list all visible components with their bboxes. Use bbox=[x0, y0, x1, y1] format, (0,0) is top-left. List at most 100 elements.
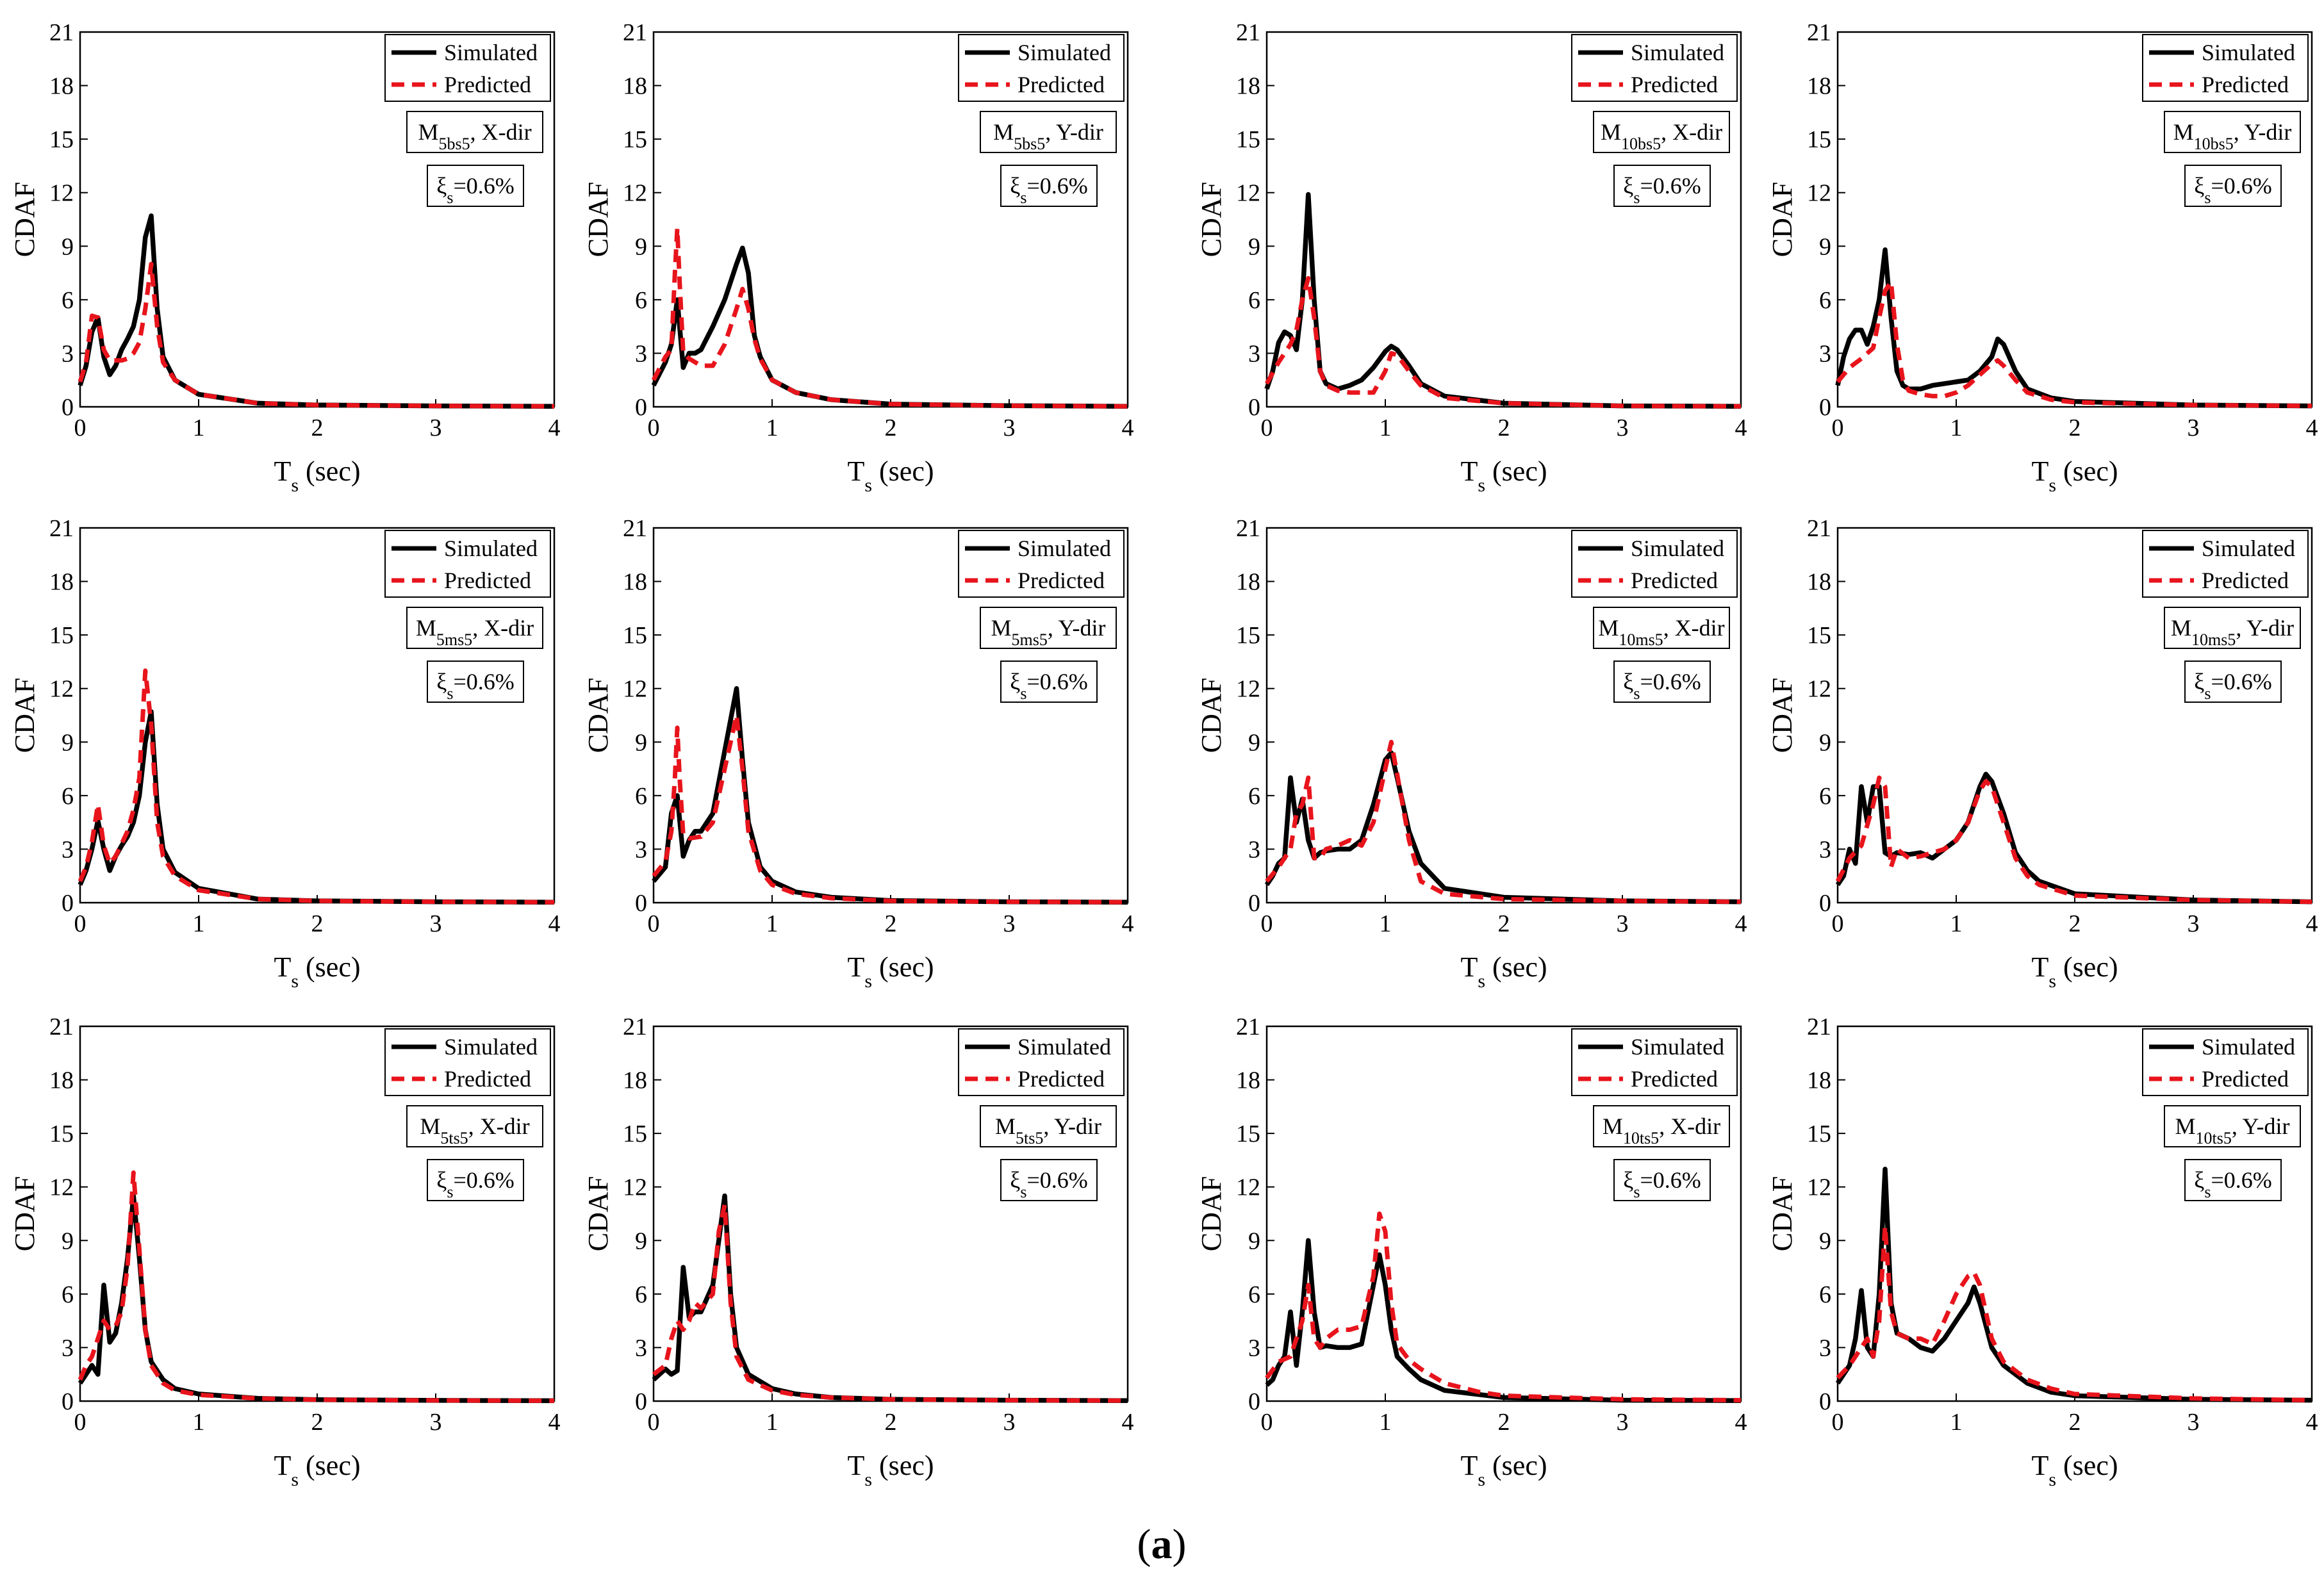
legend-label: Predicted bbox=[2202, 72, 2289, 97]
damping-label-box bbox=[1613, 661, 1711, 703]
model-label-box bbox=[406, 111, 543, 153]
damping-label: ξs=0.6% bbox=[2194, 173, 2271, 207]
y-tick-label: 6 bbox=[1819, 783, 1831, 810]
x-tick-label: 1 bbox=[1950, 1409, 1963, 1436]
series-line-simulated bbox=[78, 709, 555, 905]
series-line-predicted bbox=[78, 261, 555, 409]
y-tick-label: 3 bbox=[635, 340, 647, 367]
x-tick-label: 0 bbox=[648, 1409, 660, 1436]
y-tick-label: 12 bbox=[49, 180, 74, 207]
legend: Simulated Predicted bbox=[958, 530, 1125, 598]
x-axis-label: Ts (sec) bbox=[847, 951, 934, 992]
series-line-simulated bbox=[1835, 771, 2312, 905]
x-tick-label: 1 bbox=[766, 415, 779, 441]
y-tick-label: 9 bbox=[1248, 233, 1260, 260]
damping-label: ξs=0.6% bbox=[1623, 669, 1701, 703]
y-tick-label: 6 bbox=[1248, 1281, 1260, 1308]
y-axis-label: CDAF bbox=[582, 182, 614, 257]
model-label-box bbox=[2164, 1105, 2301, 1147]
y-tick-label: 18 bbox=[1807, 569, 1831, 596]
y-tick-label: 21 bbox=[49, 1014, 74, 1040]
x-tick-label: 1 bbox=[766, 1409, 779, 1436]
series-line-predicted bbox=[1836, 1224, 2312, 1403]
y-tick-label: 0 bbox=[62, 1388, 74, 1415]
x-tick-label: 1 bbox=[1950, 415, 1963, 441]
x-tick-label: 2 bbox=[311, 910, 324, 937]
y-axis-label: CDAF bbox=[9, 182, 40, 257]
y-tick-label: 9 bbox=[635, 729, 647, 756]
y-tick-label: 6 bbox=[635, 1281, 647, 1308]
x-tick-label: 1 bbox=[1380, 1409, 1392, 1436]
x-tick-label: 3 bbox=[430, 1409, 442, 1436]
series-line-simulated bbox=[652, 685, 1128, 905]
series-line-predicted bbox=[78, 1170, 555, 1403]
figure-caption: (a) bbox=[1137, 1521, 1187, 1568]
damping-label: ξs=0.6% bbox=[436, 1167, 514, 1201]
y-tick-label: 15 bbox=[1236, 622, 1260, 649]
x-tick-label: 2 bbox=[311, 1409, 324, 1436]
y-tick-label: 6 bbox=[1248, 287, 1260, 314]
legend: Simulated Predicted bbox=[2142, 34, 2309, 102]
x-axis-label: Ts (sec) bbox=[2031, 1450, 2118, 1490]
damping-label: ξs=0.6% bbox=[1010, 1167, 1087, 1201]
series-line-simulated bbox=[1264, 192, 1742, 409]
damping-label: ξs=0.6% bbox=[2194, 1167, 2271, 1201]
y-tick-label: 15 bbox=[49, 1120, 74, 1147]
model-label-box bbox=[2164, 607, 2301, 649]
x-tick-label: 0 bbox=[74, 1409, 87, 1436]
y-axis-label: CDAF bbox=[1196, 1176, 1227, 1251]
y-tick-label: 12 bbox=[1236, 1174, 1260, 1201]
y-tick-label: 21 bbox=[1807, 1014, 1831, 1040]
y-tick-label: 3 bbox=[62, 340, 74, 367]
damping-label-box bbox=[427, 661, 524, 703]
damping-label-box bbox=[1613, 1159, 1711, 1201]
legend-label: Simulated bbox=[1018, 536, 1111, 561]
x-tick-label: 4 bbox=[548, 415, 561, 441]
y-tick-label: 9 bbox=[62, 1227, 74, 1254]
x-tick-label: 4 bbox=[1122, 1409, 1134, 1436]
model-label: M10ms5, X-dir bbox=[1598, 615, 1724, 649]
legend: Simulated Predicted bbox=[1571, 530, 1738, 598]
damping-label-box bbox=[2184, 661, 2282, 703]
series-line-simulated bbox=[1264, 750, 1742, 905]
legend: Simulated Predicted bbox=[384, 530, 551, 598]
x-tick-label: 2 bbox=[2069, 415, 2081, 441]
legend-box bbox=[1571, 1028, 1738, 1096]
y-tick-label: 21 bbox=[1236, 1014, 1260, 1040]
series-line-predicted bbox=[78, 668, 555, 905]
y-tick-label: 12 bbox=[1807, 1174, 1831, 1201]
x-tick-label: 0 bbox=[648, 415, 660, 441]
series-line-simulated bbox=[1835, 247, 2312, 409]
y-tick-label: 18 bbox=[49, 73, 74, 100]
y-tick-label: 6 bbox=[1248, 783, 1260, 810]
y-tick-label: 6 bbox=[1819, 1281, 1831, 1308]
y-tick-label: 18 bbox=[1236, 1067, 1260, 1094]
legend-label: Simulated bbox=[444, 1034, 538, 1060]
y-tick-label: 15 bbox=[623, 622, 647, 649]
model-label: M5ms5, X-dir bbox=[416, 615, 534, 649]
y-tick-label: 18 bbox=[1807, 1067, 1831, 1094]
legend: Simulated Predicted bbox=[384, 34, 551, 102]
series-line-predicted bbox=[1265, 739, 1742, 905]
x-tick-label: 2 bbox=[885, 415, 897, 441]
y-tick-label: 12 bbox=[49, 676, 74, 703]
legend-label: Simulated bbox=[1631, 536, 1724, 561]
x-axis-label: Ts (sec) bbox=[1460, 1450, 1547, 1490]
damping-label-box bbox=[427, 1159, 524, 1201]
y-axis-label: CDAF bbox=[1767, 1176, 1798, 1251]
x-tick-label: 1 bbox=[193, 415, 205, 441]
x-axis-label: Ts (sec) bbox=[847, 456, 934, 496]
legend-label: Predicted bbox=[444, 72, 531, 97]
y-axis-label: CDAF bbox=[1767, 182, 1798, 257]
y-axis-label: CDAF bbox=[582, 1176, 614, 1251]
y-tick-label: 3 bbox=[62, 836, 74, 863]
x-tick-label: 2 bbox=[1498, 1409, 1510, 1436]
y-tick-label: 18 bbox=[1807, 73, 1831, 100]
legend-label: Simulated bbox=[2202, 40, 2295, 65]
y-tick-label: 9 bbox=[1248, 1227, 1260, 1254]
y-tick-label: 9 bbox=[635, 1227, 647, 1254]
series-line-predicted bbox=[1264, 275, 1742, 409]
legend-label: Predicted bbox=[1018, 568, 1105, 593]
